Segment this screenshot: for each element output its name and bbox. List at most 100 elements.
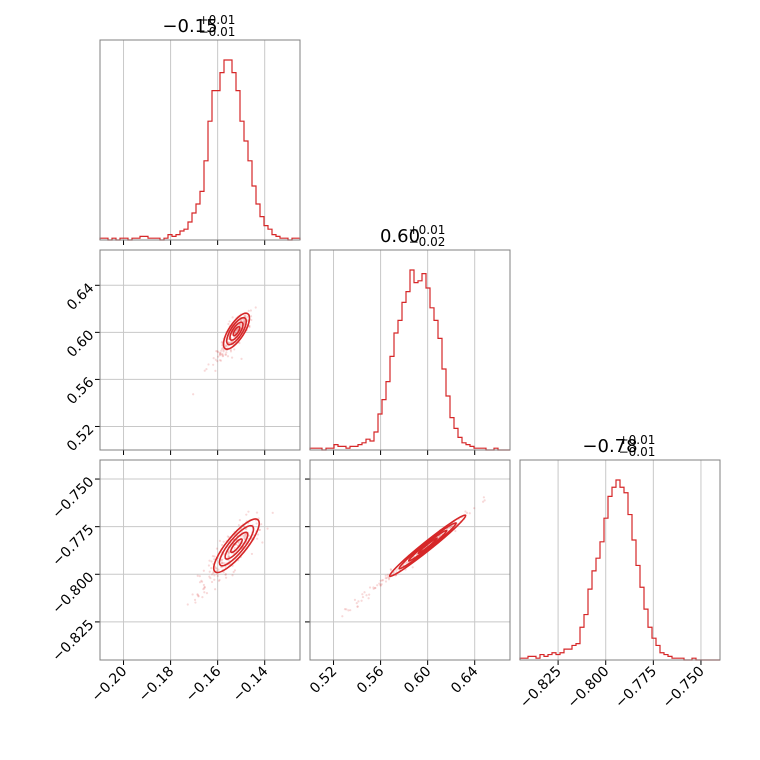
sample-point: [217, 579, 221, 582]
sample-point: [236, 328, 239, 331]
sample-point: [198, 581, 202, 584]
y-tick-label: 0.52: [64, 422, 97, 455]
sample-point: [216, 350, 219, 353]
sample-point: [191, 593, 194, 596]
x-tick-label: −0.16: [183, 663, 225, 705]
sample-point: [220, 349, 223, 352]
hist-panel-0: −0.15+0.01−0.01: [99, 13, 301, 245]
sample-point: [250, 552, 254, 556]
sample-point: [208, 559, 211, 562]
sample-point: [356, 605, 359, 608]
sample-point: [242, 321, 246, 324]
sample-point: [258, 528, 261, 532]
sample-point: [238, 519, 241, 522]
sample-point: [210, 560, 213, 563]
sample-point: [205, 592, 209, 595]
sample-point: [256, 537, 259, 540]
sample-point: [395, 569, 398, 572]
sample-point: [449, 526, 452, 529]
sample-point: [258, 528, 261, 531]
sample-point: [454, 529, 457, 533]
scatter-frame: [99, 459, 301, 661]
y-tick-label: −0.800: [49, 569, 97, 617]
sample-point: [222, 571, 225, 574]
sample-point: [271, 511, 274, 514]
sample-point: [216, 572, 219, 576]
sample-point: [227, 341, 230, 344]
sample-point: [228, 320, 231, 323]
panel-title-minus: −0.01: [199, 25, 236, 39]
sample-point: [368, 593, 371, 596]
sample-point: [203, 591, 206, 594]
sample-point: [449, 526, 452, 529]
sample-point: [238, 323, 241, 326]
sample-point: [201, 596, 204, 599]
hist-frame: [309, 249, 511, 451]
sample-point: [235, 329, 238, 332]
sample-point: [202, 588, 205, 591]
sample-point: [227, 341, 231, 344]
sample-point: [234, 331, 237, 334]
sample-point: [243, 320, 246, 324]
sample-points: [192, 306, 257, 396]
sample-point: [214, 567, 217, 570]
sample-point: [230, 356, 234, 359]
sample-point: [231, 316, 234, 319]
sample-point: [411, 566, 414, 569]
sample-point: [202, 583, 205, 587]
sample-point: [208, 570, 211, 573]
sample-point: [249, 309, 252, 312]
sample-point: [198, 575, 201, 578]
sample-point: [214, 369, 217, 372]
x-tick-label: −0.800: [565, 664, 613, 712]
sample-point: [213, 578, 216, 581]
sample-point: [218, 578, 221, 582]
sample-point: [233, 569, 237, 572]
sample-point: [207, 564, 211, 567]
sample-point: [225, 351, 228, 354]
sample-point: [200, 579, 203, 582]
sample-point: [220, 566, 223, 569]
sample-point: [361, 595, 365, 599]
sample-point: [218, 351, 221, 354]
sample-point: [389, 568, 392, 571]
sample-point: [378, 582, 381, 585]
contour-level-3: [388, 514, 467, 578]
histogram-step: [309, 269, 510, 451]
sample-point: [243, 321, 246, 324]
sample-point: [224, 573, 227, 576]
sample-point: [243, 314, 246, 318]
sample-point: [212, 357, 215, 360]
sample-point: [245, 513, 248, 516]
sample-point: [212, 363, 215, 366]
sample-point: [223, 562, 226, 565]
sample-point: [379, 579, 382, 582]
sample-point: [224, 573, 227, 576]
sample-point: [233, 348, 236, 351]
sample-point: [226, 355, 230, 358]
sample-point: [242, 534, 245, 537]
sample-point: [219, 351, 222, 355]
sample-point: [227, 550, 230, 553]
sample-point: [220, 562, 223, 565]
sample-point: [483, 499, 486, 502]
sample-point: [239, 323, 242, 326]
sample-point: [211, 555, 215, 558]
sample-point: [224, 576, 228, 579]
contour-level-0: [232, 325, 241, 337]
sample-point: [240, 357, 243, 360]
sample-point: [216, 360, 219, 363]
sample-point: [218, 354, 221, 357]
sample-point: [372, 586, 375, 589]
contour-level-2: [218, 524, 255, 567]
sample-point: [238, 341, 241, 345]
sample-point: [226, 535, 229, 538]
panel-title-plus: +0.01: [619, 433, 656, 447]
sample-point: [243, 536, 246, 539]
contour-level-2: [225, 316, 248, 346]
sample-point: [250, 318, 253, 322]
sample-point: [374, 586, 377, 590]
sample-point: [379, 583, 382, 586]
sample-point: [196, 593, 199, 596]
